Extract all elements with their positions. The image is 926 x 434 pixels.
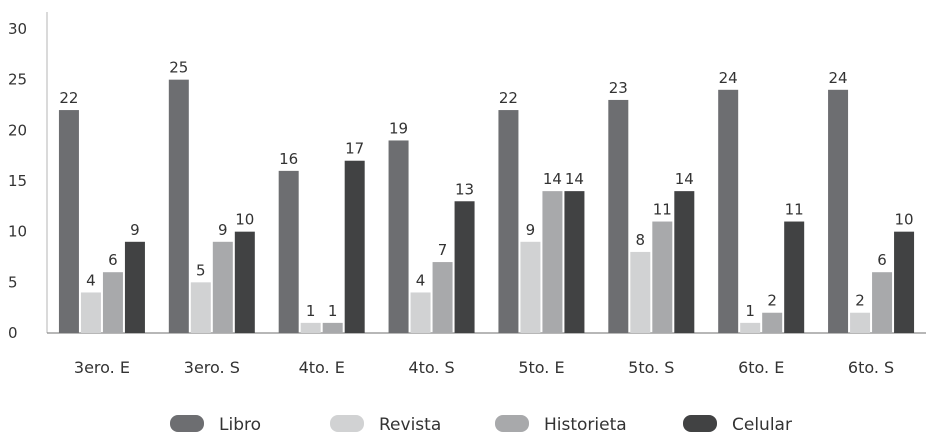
- bar-historieta: [762, 312, 783, 333]
- legend-swatch-historieta: [495, 415, 529, 432]
- data-label: 11: [653, 201, 672, 219]
- data-label: 6: [108, 251, 118, 269]
- bar-libro: [168, 79, 189, 334]
- data-label: 1: [306, 302, 316, 320]
- legend-label-libro: Libro: [219, 415, 261, 434]
- bar-celular: [894, 231, 915, 333]
- legend-label-revista: Revista: [379, 415, 441, 434]
- data-label: 10: [235, 211, 254, 229]
- data-label: 1: [745, 302, 755, 320]
- x-tick-label: 3ero. E: [74, 358, 130, 377]
- x-tick-label: 6to. S: [848, 358, 894, 377]
- data-label: 19: [389, 119, 408, 137]
- bar-libro: [828, 89, 849, 333]
- legend-swatch-celular: [683, 415, 717, 432]
- bar-historieta: [102, 272, 123, 333]
- bar-celular: [784, 221, 805, 333]
- data-label: 25: [169, 59, 188, 77]
- bar-historieta: [872, 272, 893, 333]
- bar-celular: [564, 191, 585, 333]
- y-tick-label: 0: [8, 324, 18, 342]
- bar-historieta: [212, 241, 233, 333]
- bar-revista: [190, 282, 211, 333]
- data-label: 8: [636, 231, 646, 249]
- legend-label-celular: Celular: [732, 415, 792, 434]
- bar-celular: [234, 231, 255, 333]
- bar-celular: [674, 191, 695, 333]
- x-tick-label: 3ero. S: [184, 358, 240, 377]
- data-label: 23: [609, 79, 628, 97]
- x-axis-labels: 3ero. E 3ero. S 4to. E 4to. S 5to. E 5to. S 6t…: [74, 358, 894, 377]
- bar-celular: [344, 160, 365, 333]
- data-label: 1: [328, 302, 338, 320]
- data-label: 4: [86, 271, 96, 289]
- data-label: 16: [279, 150, 298, 168]
- y-tick-label: 25: [8, 71, 27, 89]
- bar-libro: [608, 99, 629, 333]
- data-label: 22: [59, 89, 78, 107]
- bar-historieta: [652, 221, 673, 333]
- data-label: 14: [543, 170, 562, 188]
- bar-historieta: [322, 322, 343, 333]
- bar-historieta: [432, 262, 453, 333]
- bar-libro: [498, 110, 519, 333]
- data-label: 2: [855, 292, 865, 310]
- data-label: 24: [719, 69, 738, 87]
- data-label: 14: [565, 170, 584, 188]
- bar-revista: [410, 292, 431, 333]
- y-tick-label: 15: [8, 172, 27, 190]
- bar-libro: [58, 110, 79, 333]
- data-label: 24: [829, 69, 848, 87]
- x-tick-label: 4to. E: [299, 358, 345, 377]
- bar-revista: [630, 251, 651, 333]
- data-label: 9: [526, 221, 536, 239]
- bar-revista: [80, 292, 101, 333]
- data-label: 11: [785, 201, 804, 219]
- data-label: 13: [455, 180, 474, 198]
- bar-libro: [388, 140, 409, 333]
- x-tick-label: 6to. E: [738, 358, 784, 377]
- bar-historieta: [542, 191, 563, 333]
- legend-swatch-revista: [330, 415, 364, 432]
- data-label: 9: [130, 221, 140, 239]
- legend-swatch-libro: [170, 415, 204, 432]
- data-label: 2: [767, 292, 777, 310]
- x-tick-label: 5to. E: [518, 358, 564, 377]
- bar-libro: [718, 89, 739, 333]
- data-label: 22: [499, 89, 518, 107]
- bar-revista: [300, 322, 321, 333]
- data-label: 5: [196, 261, 206, 279]
- y-tick-label: 5: [8, 273, 18, 291]
- bar-revista: [520, 241, 541, 333]
- bar-celular: [124, 241, 145, 333]
- data-label: 6: [877, 251, 887, 269]
- y-axis-ticks: 0 5 10 15 20 25 30: [8, 20, 27, 342]
- bar-libro: [278, 170, 299, 333]
- x-tick-label: 5to. S: [628, 358, 674, 377]
- y-tick-label: 30: [8, 20, 27, 38]
- data-label: 4: [416, 271, 426, 289]
- x-tick-label: 4to. S: [408, 358, 454, 377]
- data-label: 10: [895, 211, 914, 229]
- y-tick-label: 10: [8, 223, 27, 241]
- bar-revista: [740, 322, 761, 333]
- y-tick-label: 20: [8, 121, 27, 139]
- data-label: 7: [438, 241, 448, 259]
- legend-label-historieta: Historieta: [544, 415, 627, 434]
- data-label: 9: [218, 221, 228, 239]
- data-label: 14: [675, 170, 694, 188]
- data-label: 17: [345, 140, 364, 158]
- bar-celular: [454, 201, 475, 333]
- legend: Libro Revista Historieta Celular: [170, 415, 792, 434]
- bar-revista: [850, 312, 871, 333]
